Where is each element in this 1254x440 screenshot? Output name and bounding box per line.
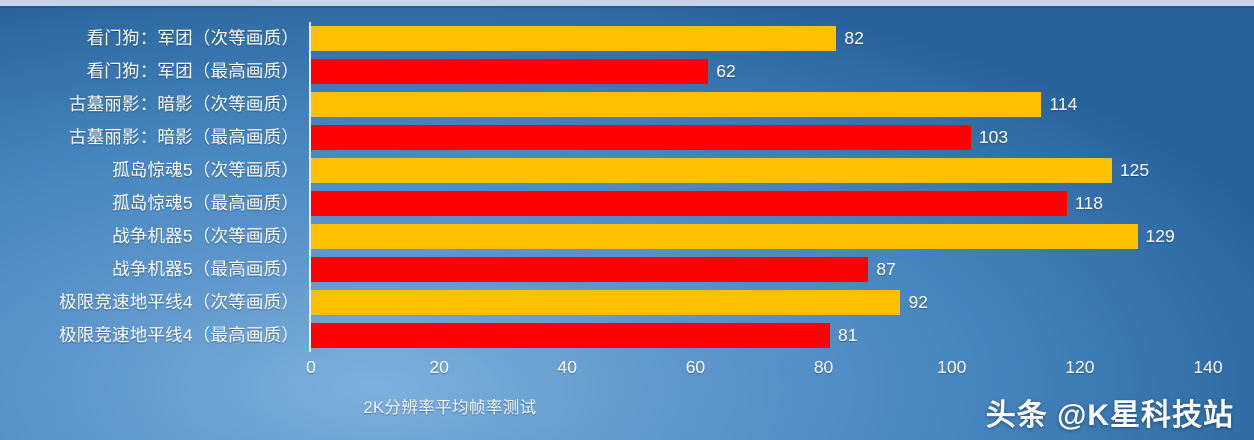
bar [311, 257, 869, 282]
top-edge-strip [0, 0, 1254, 6]
x-axis-tick-label: 140 [1193, 357, 1223, 377]
category-label: 看门狗：军团（最高画质） [86, 61, 299, 81]
watermark-prefix: 头条 [985, 399, 1058, 432]
bar-value-label: 114 [1049, 94, 1078, 114]
watermark-handle: @K星科技站 [1057, 399, 1234, 432]
x-axis-tick-label: 120 [1065, 357, 1095, 377]
bar [311, 92, 1042, 117]
category-label: 孤岛惊魂5（次等画质） [112, 160, 299, 180]
bar-value-label: 129 [1145, 226, 1175, 246]
bar [311, 59, 709, 84]
bar-value-label: 125 [1119, 160, 1150, 180]
x-axis-tick-label: 100 [937, 357, 967, 377]
value-axis-ticks: 0 20 40 60 80 100 120 140 [306, 356, 1222, 382]
bar-value-label: 103 [978, 127, 1009, 147]
bar-value-label: 118 [1075, 193, 1103, 213]
watermark: 头条 @K星科技站 [986, 390, 1234, 434]
bar-value-label: 87 [876, 259, 896, 279]
plot-area: 82 62 114 103 125 118 129 87 92 81 [309, 22, 1208, 352]
bar [311, 191, 1068, 216]
x-axis-tick-label: 80 [813, 357, 834, 377]
bar [311, 224, 1138, 249]
x-axis-tick-label: 0 [306, 357, 316, 377]
bar-value-label: 62 [716, 61, 736, 81]
category-label: 战争机器5（次等画质） [112, 226, 299, 246]
bar [311, 26, 837, 51]
bar [311, 290, 901, 315]
category-axis-labels: 看门狗：军团（次等画质） 看门狗：军团（最高画质） 古墓丽影：暗影（次等画质） 古墓丽… [0, 22, 305, 352]
top-edge-shadow [0, 6, 1254, 8]
axis-title: 2K分辨率平均帧率测试 [363, 399, 537, 417]
x-axis-tick-label: 20 [429, 357, 449, 377]
bar-value-label: 82 [844, 28, 864, 48]
category-label: 极限竞速地平线4（次等画质） [58, 292, 299, 312]
bar-value-label: 92 [908, 292, 928, 312]
category-label: 古墓丽影：暗影（次等画质） [68, 94, 299, 114]
value-axis-line [309, 22, 311, 352]
category-label: 战争机器5（最高画质） [112, 259, 299, 279]
category-label: 古墓丽影：暗影（最高画质） [68, 127, 299, 147]
category-label: 极限竞速地平线4（最高画质） [58, 325, 299, 345]
bar-value-label: 81 [837, 325, 858, 345]
bar [311, 125, 971, 150]
bar [311, 158, 1112, 183]
bar [311, 323, 830, 348]
category-label: 看门狗：军团（次等画质） [86, 28, 299, 48]
category-label: 孤岛惊魂5（最高画质） [112, 193, 299, 213]
x-axis-tick-label: 60 [685, 357, 706, 377]
x-axis-tick-label: 40 [557, 357, 578, 377]
